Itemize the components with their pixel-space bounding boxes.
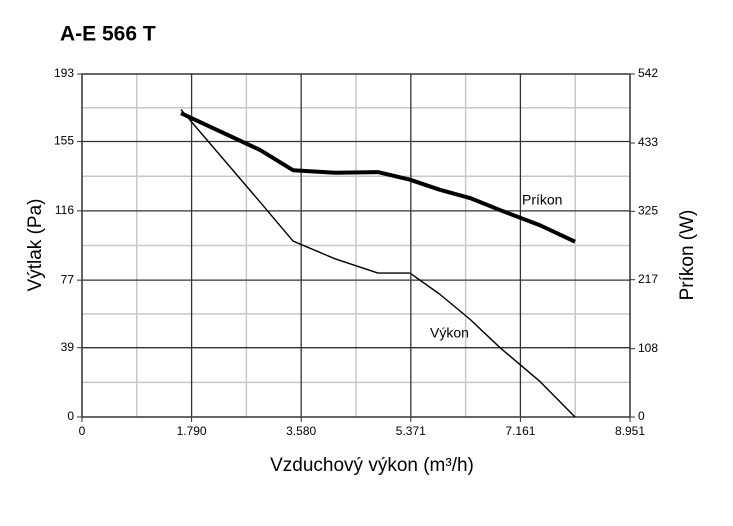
series-label: Výkon <box>430 325 469 341</box>
x-tick-label: 7.161 <box>505 424 535 438</box>
plot-frame <box>81 73 631 418</box>
x-tick-label: 3.580 <box>286 424 316 438</box>
y-tick-label: 39 <box>61 340 75 354</box>
chart-title: A-E 566 T <box>60 23 156 46</box>
y2-tick-label: 108 <box>638 341 658 355</box>
y2-tick-label: 0 <box>638 409 645 423</box>
x-tick-label: 5.371 <box>396 424 426 438</box>
y-axis-label: Výtlak (Pa) <box>25 199 46 292</box>
x-axis-label: Vzduchový výkon (m³/h) <box>270 455 474 476</box>
y2-tick-label: 325 <box>638 203 658 217</box>
x-tick-label: 0 <box>79 424 86 438</box>
x-tick-label: 1.790 <box>177 424 207 438</box>
y2-tick-label: 217 <box>638 272 658 286</box>
y-tick-label: 155 <box>54 134 74 148</box>
y2-tick-label: 542 <box>638 66 658 80</box>
y2-axis-label: Príkon (W) <box>677 210 698 301</box>
y-tick-label: 77 <box>61 272 75 286</box>
y-tick-label: 193 <box>54 66 74 80</box>
y-tick-label: 116 <box>55 203 74 217</box>
series-label: Príkon <box>522 192 562 208</box>
series-line <box>180 109 576 418</box>
x-tick-label: 8.951 <box>615 424 645 438</box>
series-line <box>180 111 576 244</box>
y2-tick-label: 433 <box>638 135 658 149</box>
y-tick-label: 0 <box>67 409 74 423</box>
